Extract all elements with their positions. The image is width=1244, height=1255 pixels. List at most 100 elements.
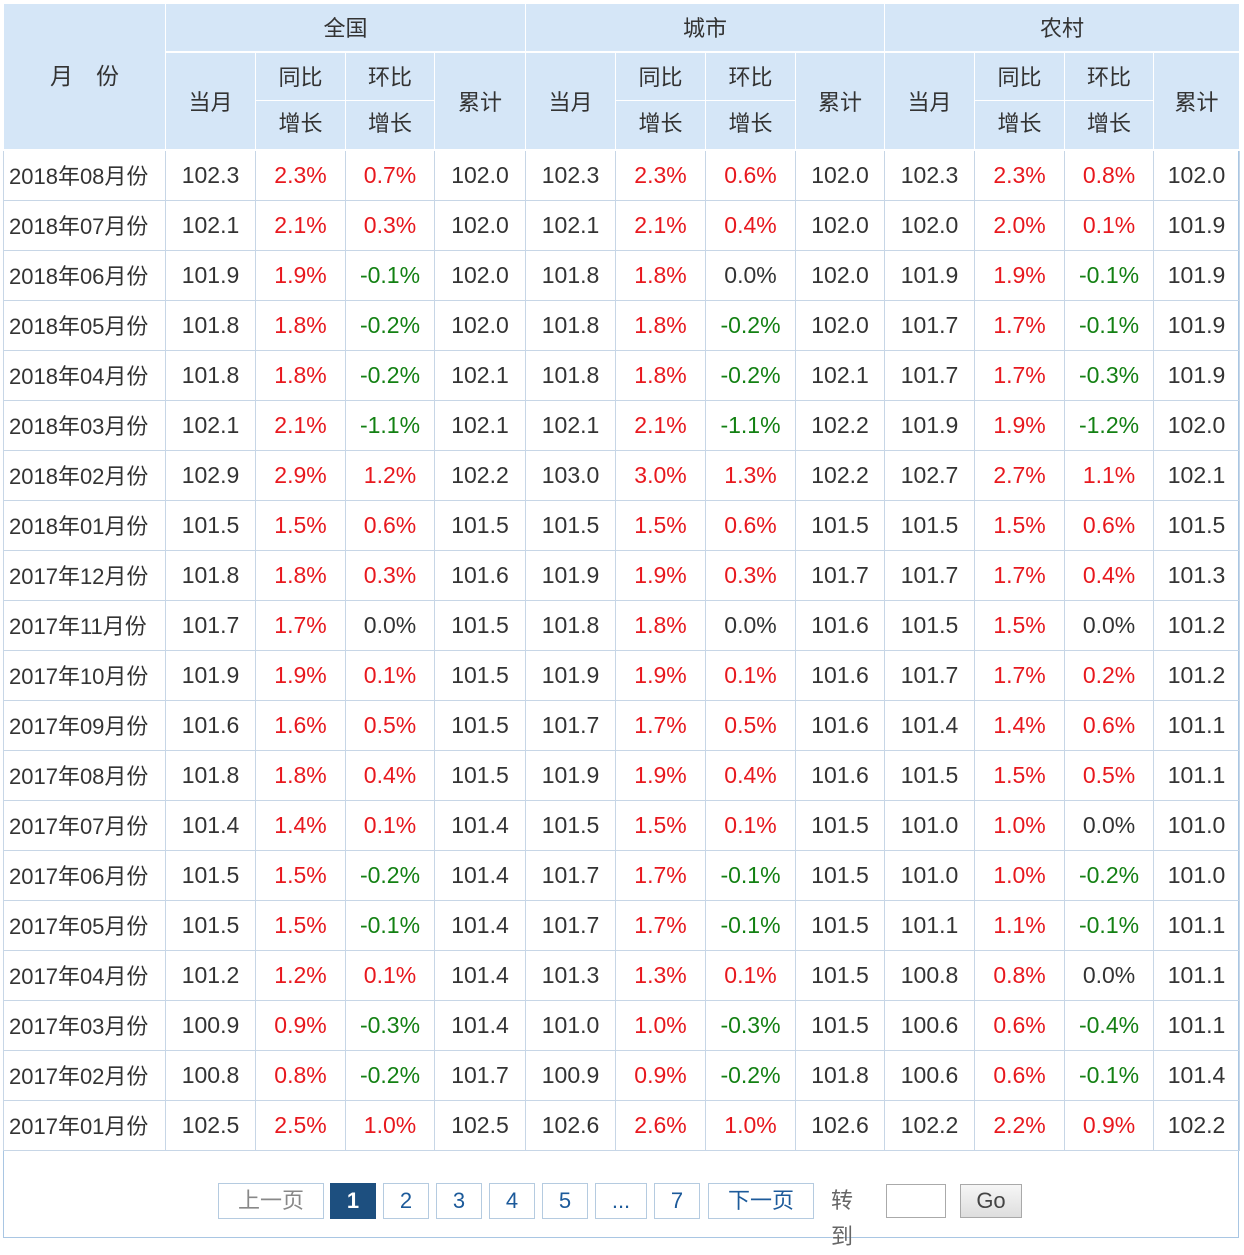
national-mom-cell: 0.3% <box>345 549 435 601</box>
month-cell: 2018年04月份 <box>3 349 166 401</box>
national-cumulative-cell: 101.7 <box>433 1049 527 1101</box>
page-button-3[interactable]: 3 <box>436 1183 482 1219</box>
national-mom-cell: -0.3% <box>345 999 435 1051</box>
city-current-cell: 101.3 <box>525 949 617 1001</box>
national-yoy-cell: 2.3% <box>255 149 346 201</box>
rural-cumulative-cell: 101.1 <box>1153 949 1241 1001</box>
page-button-1[interactable]: 1 <box>330 1183 376 1219</box>
rural-yoy-cell: 2.2% <box>974 1099 1066 1151</box>
national-mom-cell: 0.7% <box>345 149 435 201</box>
national-cumulative-cell: 101.4 <box>433 799 527 851</box>
rural-cumulative-cell: 101.4 <box>1153 1049 1241 1101</box>
city-mom-cell: 0.6% <box>705 149 797 201</box>
city-mom-header-line1: 环比 <box>728 64 773 90</box>
city-current-cell: 102.1 <box>525 399 617 451</box>
national-current-cell: 101.8 <box>165 749 256 801</box>
rural-mom-header-line2: 增长 <box>1065 99 1154 149</box>
month-cell: 2017年03月份 <box>3 999 166 1051</box>
rural-current-cell: 101.1 <box>884 899 976 951</box>
group-header-rural: 农村 <box>884 3 1241 53</box>
table-row: 2017年12月份 101.8 1.8% 0.3% 101.6 101.9 1.9% 0.3%… <box>3 549 1241 601</box>
rural-mom-cell: 1.1% <box>1064 449 1155 501</box>
national-yoy-cell: 0.9% <box>255 999 346 1051</box>
national-mom-cell: -0.1% <box>345 249 435 301</box>
rural-yoy-cell: 0.6% <box>974 1049 1066 1101</box>
national-current-cell: 101.2 <box>165 949 256 1001</box>
national-yoy-cell: 1.6% <box>255 699 346 751</box>
rural-yoy-cell: 0.6% <box>974 999 1066 1051</box>
national-mom-cell: -1.1% <box>345 399 435 451</box>
city-current-cell: 101.8 <box>525 349 617 401</box>
city-yoy-cell: 1.8% <box>615 349 707 401</box>
page-ellipsis[interactable]: ... <box>595 1183 647 1219</box>
group-header-national: 全国 <box>164 3 527 53</box>
rural-yoy-cell: 2.3% <box>974 149 1066 201</box>
rural-mom-cell: -0.1% <box>1064 899 1155 951</box>
rural-mom-cell: 0.2% <box>1064 649 1155 701</box>
rural-yoy-cell: 2.7% <box>974 449 1066 501</box>
rural-cumulative-cell: 101.9 <box>1153 299 1241 351</box>
month-cell: 2017年10月份 <box>3 649 166 701</box>
table-row: 2018年01月份 101.5 1.5% 0.6% 101.5 101.5 1.5% 0.6%… <box>3 499 1241 551</box>
next-page-button[interactable]: 下一页 <box>708 1183 814 1219</box>
prev-page-button[interactable]: 上一页 <box>218 1183 324 1219</box>
national-mom-cell: -0.2% <box>345 299 435 351</box>
page-button-4[interactable]: 4 <box>489 1183 535 1219</box>
rural-current-cell: 101.7 <box>884 349 976 401</box>
page-button-2[interactable]: 2 <box>383 1183 429 1219</box>
national-mom-header-line2: 增长 <box>346 99 434 149</box>
city-current-cell: 101.8 <box>525 299 617 351</box>
rural-cumulative-cell: 101.9 <box>1153 349 1241 401</box>
go-button[interactable]: Go <box>960 1184 1022 1218</box>
national-yoy-cell: 2.1% <box>255 199 346 251</box>
rural-cumulative-cell: 101.2 <box>1153 599 1241 651</box>
city-mom-cell: -0.2% <box>705 299 797 351</box>
rural-mom-cell: 0.0% <box>1064 799 1155 851</box>
national-mom-header-line1: 环比 <box>367 64 412 90</box>
city-mom-cell: 0.4% <box>705 749 797 801</box>
national-yoy-header-line2: 增长 <box>256 99 345 149</box>
city-current-cell: 103.0 <box>525 449 617 501</box>
national-mom-cell: 0.4% <box>345 749 435 801</box>
page-button-7[interactable]: 7 <box>654 1183 700 1219</box>
city-yoy-cell: 2.1% <box>615 399 707 451</box>
jump-page-input[interactable] <box>886 1184 946 1218</box>
page-button-5[interactable]: 5 <box>542 1183 588 1219</box>
city-cumulative-header: 累计 <box>795 51 886 151</box>
city-current-cell: 101.0 <box>525 999 617 1051</box>
rural-mom-cell: 0.6% <box>1064 699 1155 751</box>
table-row: 2017年07月份 101.4 1.4% 0.1% 101.4 101.5 1.5% 0.1%… <box>3 799 1241 851</box>
rural-cumulative-cell: 101.5 <box>1153 499 1241 551</box>
national-mom-cell: -0.2% <box>345 349 435 401</box>
rural-yoy-cell: 2.0% <box>974 199 1066 251</box>
national-cumulative-cell: 101.4 <box>433 949 527 1001</box>
rural-current-cell: 101.7 <box>884 649 976 701</box>
rural-mom-cell: -0.2% <box>1064 849 1155 901</box>
rural-yoy-header-line2: 增长 <box>975 99 1065 149</box>
city-mom-cell: 0.6% <box>705 499 797 551</box>
city-cumulative-cell: 101.7 <box>795 549 886 601</box>
national-current-cell: 101.9 <box>165 249 256 301</box>
national-yoy-cell: 1.5% <box>255 499 346 551</box>
rural-yoy-header-line1: 同比 <box>997 64 1042 90</box>
national-current-cell: 101.6 <box>165 699 256 751</box>
national-yoy-cell: 0.8% <box>255 1049 346 1101</box>
city-yoy-header-line1: 同比 <box>638 64 683 90</box>
month-cell: 2017年12月份 <box>3 549 166 601</box>
rural-mom-cell: 0.6% <box>1064 499 1155 551</box>
rural-current-header: 当月 <box>884 51 976 151</box>
month-header-label: 月 份 <box>50 62 119 89</box>
month-cell: 2017年01月份 <box>3 1099 166 1151</box>
table-row: 2018年04月份 101.8 1.8% -0.2% 102.1 101.8 1.8% -0.… <box>3 349 1241 401</box>
month-cell: 2017年07月份 <box>3 799 166 851</box>
rural-cumulative-cell: 102.1 <box>1153 449 1241 501</box>
rural-cumulative-cell: 101.3 <box>1153 549 1241 601</box>
table-header: 月 份 全国 城市 农村 当月 同比 增长 环比 增长 累计 当月 同比 增长 环比 增长 累计 当月同… <box>3 3 1241 151</box>
national-cumulative-cell: 102.0 <box>433 249 527 301</box>
city-mom-header: 环比 增长 <box>705 51 797 151</box>
city-yoy-cell: 1.8% <box>615 249 707 301</box>
city-cumulative-cell: 101.6 <box>795 599 886 651</box>
city-cumulative-cell: 102.0 <box>795 299 886 351</box>
city-yoy-header: 同比 增长 <box>615 51 707 151</box>
national-cumulative-cell: 101.5 <box>433 599 527 651</box>
